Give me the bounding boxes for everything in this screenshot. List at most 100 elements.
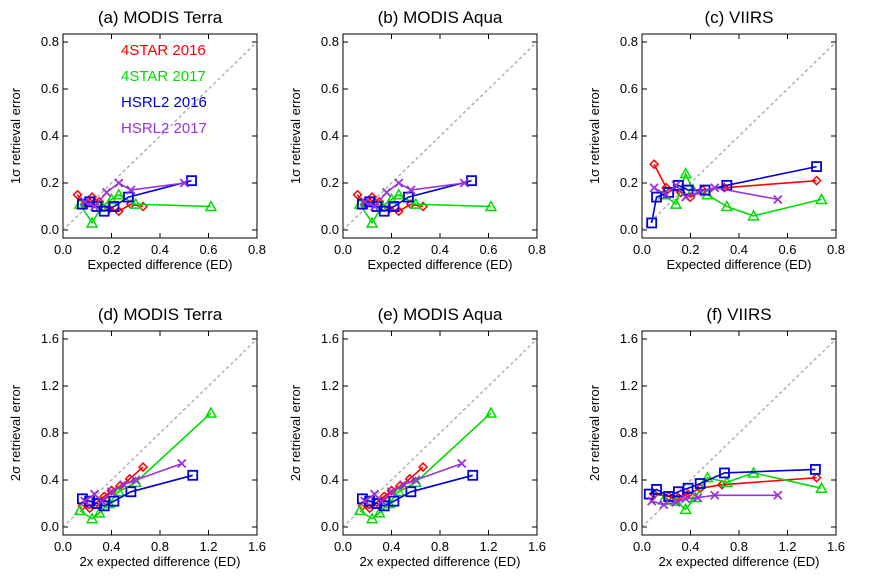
x-axis-label: Expected difference (ED) [88,257,233,272]
x-tick-label: 0.4 [730,242,748,257]
y-tick-label: 0.6 [620,81,638,96]
x-tick-label: 0.0 [334,539,352,554]
y-tick-label: 1.2 [41,378,59,393]
x-tick-label: 0.8 [528,242,546,257]
point-4star-2017 [365,512,379,524]
x-tick-label: 1.6 [248,539,266,554]
y-tick-label: 0.8 [620,34,638,49]
point-hsrl2-2016 [187,469,199,481]
point-4star-2017 [204,406,218,418]
y-tick-label: 1.6 [321,331,339,346]
x-tick-label: 0.4 [382,539,400,554]
point-hsrl2-2016 [809,464,821,475]
panel-title: (e) MODIS Aqua [378,305,503,324]
x-tick-label: 1.6 [827,539,845,554]
point-hsrl2-2016 [719,467,730,479]
x-tick-label: 0.8 [248,242,266,257]
y-tick-label: 0.6 [321,81,339,96]
series-layer [72,175,218,228]
x-tick-label: 1.2 [479,539,497,554]
x-axis-label: 2x expected difference (ED) [659,554,820,569]
point-4star-2017 [484,406,498,418]
series-line-4star-2016 [82,466,144,510]
plot-frame [342,330,538,536]
point-hsrl2-2017 [177,458,187,469]
point-4star-2017 [720,199,734,212]
point-4star-2016 [417,462,429,473]
x-tick-label: 0.0 [334,242,352,257]
panel-a: (a) MODIS Terra 0.00.20.40.60.8 0.0 0.2 0.… [8,8,266,272]
y-tick-label: 0.0 [321,519,339,534]
x-tick-labels: 0.0 0.4 0.8 1.2 1.6 [334,331,546,554]
point-hsrl2-2017 [179,178,189,188]
y-tick-label: 0.8 [41,425,59,440]
panel-c: (c) VIIRS 0.00.20.40.60.8 0.0 0.2 0.4 0.6 0.… [587,8,845,272]
point-hsrl2-2016 [186,175,197,187]
plot-frame [342,33,538,239]
point-hsrl2-2016 [651,191,662,203]
y-tick-label: 0.0 [321,222,339,237]
point-hsrl2-2016 [371,498,383,509]
series-line-hsrl2-2016 [362,179,472,213]
point-hsrl2-2017 [773,490,783,500]
point-4star-2017 [85,216,99,228]
point-hsrl2-2017 [382,187,392,198]
point-4star-2017 [747,209,760,221]
plot-frame [62,330,258,536]
point-hsrl2-2017 [411,475,421,485]
x-tick-label: 0.6 [479,242,497,257]
point-hsrl2-2016 [91,498,103,509]
series-line-hsrl2-2016 [650,165,817,224]
point-4star-2017 [815,481,828,493]
x-axis-label: 2x expected difference (ED) [360,554,521,569]
x-tick-label: 0.0 [54,242,72,257]
y-tick-label: 0.2 [321,175,339,190]
point-hsrl2-2017 [369,201,380,212]
point-4star-2016 [811,175,822,186]
x-tick-label: 0.2 [382,242,400,257]
series-layer [352,175,498,228]
y-axis-label: 1σ retrieval error [288,87,303,184]
point-hsrl2-2017 [97,496,107,506]
legend-entry-4star-2017: 4STAR 2017 [121,68,206,85]
point-hsrl2-2017 [114,178,124,188]
x-tick-label: 1.2 [199,539,217,554]
point-hsrl2-2016 [682,482,694,494]
series-layer [353,406,498,524]
point-4star-2017 [484,199,498,212]
y-tick-label: 1.6 [41,331,59,346]
point-hsrl2-2017 [661,190,671,200]
y-tick-labels: 0.0 0.4 0.8 1.2 1.6 [41,331,257,534]
point-hsrl2-2017 [671,497,681,507]
point-hsrl2-2017 [647,496,657,506]
x-tick-label: 0.6 [778,242,796,257]
y-axis-label: 2σ retrieval error [288,384,303,481]
point-hsrl2-2016 [694,478,706,489]
point-hsrl2-2017 [710,490,720,500]
point-4star-2017 [669,197,683,209]
x-tick-label: 0.6 [199,242,217,257]
point-4star-2017 [679,502,692,515]
one-to-one-line [641,41,837,231]
x-tick-label: 1.6 [528,539,546,554]
point-hsrl2-2017 [693,492,703,503]
y-tick-label: 0.6 [41,81,59,96]
point-4star-2016 [716,479,728,490]
x-tick-label: 0.8 [730,539,748,554]
legend: 4STAR 2016 4STAR 2017 HSRL2 2016 HSRL2 2… [121,42,207,137]
point-4star-2016 [695,483,706,494]
point-4star-2016 [393,206,404,217]
point-hsrl2-2017 [106,487,117,497]
point-hsrl2-2017 [102,187,112,198]
point-4star-2017 [679,167,692,179]
series-line-hsrl2-2016 [82,474,193,507]
y-tick-label: 0.8 [41,34,59,49]
point-hsrl2-2016 [467,469,479,481]
point-hsrl2-2017 [671,180,681,190]
point-hsrl2-2016 [108,495,120,507]
y-tick-label: 0.4 [41,128,59,143]
point-4star-2017 [815,192,828,205]
point-4star-2016 [137,462,149,473]
x-tick-labels: 0.0 0.2 0.4 0.6 0.8 [633,34,845,257]
